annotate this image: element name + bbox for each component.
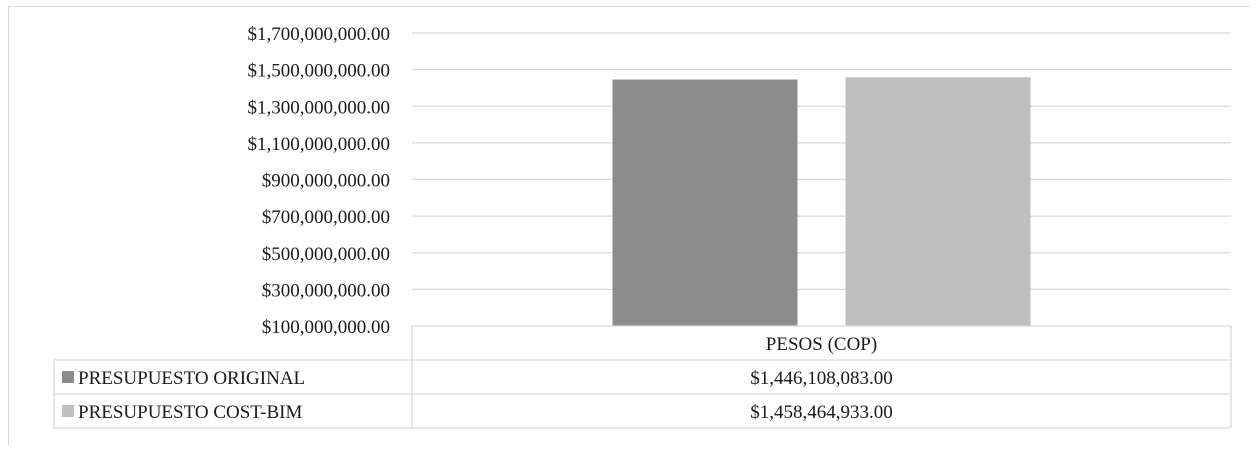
y-tick-label: $1,500,000,000.00: [248, 61, 391, 82]
category-label: PESOS (COP): [766, 334, 877, 355]
y-tick-label: $1,100,000,000.00: [248, 134, 391, 155]
data-label: $1,458,464,933.00: [750, 402, 893, 423]
y-tick-label: $100,000,000.00: [262, 317, 390, 338]
series-name: PRESUPUESTO ORIGINAL: [78, 368, 305, 389]
y-tick-label: $500,000,000.00: [262, 244, 390, 265]
y-tick-label: $1,300,000,000.00: [248, 97, 391, 118]
y-tick-label: $700,000,000.00: [262, 207, 390, 228]
data-table: PESOS (COP) PRESUPUESTO ORIGINAL $1,446,10…: [53, 325, 1232, 429]
bar-presupuesto-cost-bim: [845, 77, 1031, 326]
legend-key: [62, 371, 74, 383]
legend-key: [62, 405, 74, 417]
bar-presupuesto-original: [612, 79, 798, 326]
y-tick-label: $300,000,000.00: [262, 280, 390, 301]
y-tick-label: $1,700,000,000.00: [248, 24, 391, 45]
y-tick-label: $900,000,000.00: [262, 171, 390, 192]
gridlines: [412, 32, 1231, 291]
y-axis-tick-labels: $100,000,000.00 $300,000,000.00 $500,000,0…: [248, 24, 391, 338]
data-label: $1,446,108,083.00: [750, 368, 893, 389]
chart-frame: [8, 6, 1250, 446]
series-name: PRESUPUESTO COST-BIM: [78, 402, 302, 423]
bars: [612, 77, 1031, 326]
